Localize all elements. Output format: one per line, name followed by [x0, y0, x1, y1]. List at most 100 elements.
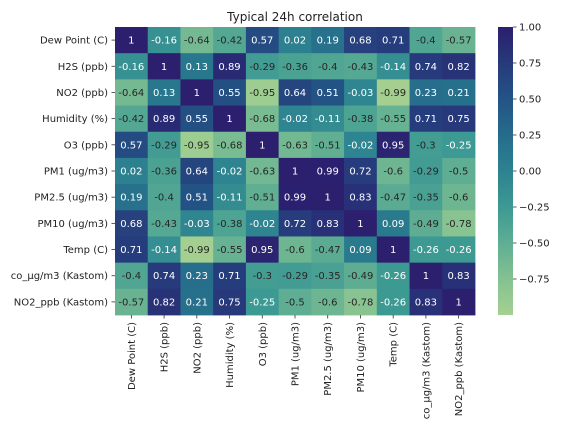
- heatmap-cell: [147, 27, 181, 54]
- heatmap-cell: [115, 131, 149, 159]
- cell-value-label: 0.95: [382, 140, 404, 151]
- heatmap-cell: [442, 288, 476, 316]
- cell-value-label: -0.51: [249, 193, 275, 204]
- cell-value-label: -0.68: [249, 114, 275, 125]
- cell-value-label: 0.09: [349, 245, 371, 256]
- heatmap-cell: [180, 131, 214, 159]
- heatmap-cell: [278, 157, 312, 185]
- heatmap-cell: [180, 157, 214, 185]
- cell-value-label: -0.29: [249, 62, 275, 73]
- heatmap-cell: [147, 105, 181, 133]
- y-tick-label: Dew Point (C): [40, 36, 108, 47]
- cell-value-label: 0.74: [153, 271, 175, 282]
- heatmap-cell: [376, 236, 410, 264]
- colorbar-tick-label: 0.00: [519, 167, 541, 178]
- cell-value-label: 1: [325, 193, 331, 204]
- cell-value-label: 0.74: [415, 62, 437, 73]
- heatmap-cell: [115, 288, 149, 316]
- cell-value-label: 0.89: [153, 114, 175, 125]
- y-tick-label: NO2 (ppb): [56, 88, 108, 99]
- x-tick-label: NO2 (ppb): [192, 322, 203, 374]
- cell-value-label: -0.6: [449, 193, 469, 204]
- cell-value-label: 0.72: [284, 219, 306, 230]
- cell-value-label: -0.6: [318, 297, 338, 308]
- cell-value-label: -0.4: [318, 62, 338, 73]
- x-tick-label: co_µg/m3 (Kastom): [421, 322, 432, 419]
- heatmap-cell: [278, 53, 312, 80]
- heatmap-cells: [115, 27, 476, 316]
- heatmap-cell: [115, 53, 149, 80]
- heatmap-cell: [409, 157, 443, 185]
- heatmap-cell: [344, 262, 378, 290]
- cell-value-label: -0.6: [383, 167, 403, 178]
- y-tick-label: NO2_ppb (Kastom): [14, 297, 108, 308]
- heatmap-cell: [180, 79, 214, 106]
- cell-value-label: -0.55: [380, 114, 406, 125]
- cell-value-label: 0.71: [382, 36, 404, 47]
- cell-value-label: -0.14: [151, 245, 177, 256]
- cell-value-label: 0.19: [317, 36, 339, 47]
- y-tick-label: co_µg/m3 (Kastom): [11, 271, 108, 282]
- cell-value-label: -0.25: [249, 297, 275, 308]
- colorbar-ticks: 1.00 0.75 0.50 0.25 0.00 −0.25 −0.50 −0.75: [513, 23, 550, 286]
- x-tick-label: PM1 (ug/m3): [291, 322, 302, 386]
- heatmap-cell: [180, 236, 214, 264]
- colorbar-tick-label: 1.00: [519, 23, 541, 34]
- cell-value-label: -0.29: [413, 167, 439, 178]
- cell-value-label: -0.42: [118, 114, 144, 125]
- cell-value-label: -0.47: [380, 193, 406, 204]
- heatmap-cell: [311, 157, 345, 185]
- heatmap-cell: [344, 53, 378, 80]
- cell-value-label: 0.13: [153, 88, 175, 99]
- heatmap-cell: [311, 105, 345, 133]
- cell-value-label: 0.83: [317, 219, 339, 230]
- heatmap-cell: [409, 184, 443, 211]
- cell-value-label: -0.16: [151, 36, 177, 47]
- cell-value-label: -0.64: [184, 36, 210, 47]
- x-tick-label: Dew Point (C): [127, 322, 138, 390]
- cell-value-label: -0.29: [282, 271, 308, 282]
- heatmap-cell: [344, 184, 378, 211]
- heatmap-cell: [409, 53, 443, 80]
- cell-value-label: -0.02: [217, 167, 243, 178]
- cell-value-label: -0.51: [315, 140, 341, 151]
- heatmap-cell: [115, 157, 149, 185]
- cell-value-label: -0.14: [380, 62, 406, 73]
- cell-value-label: -0.55: [217, 245, 243, 256]
- chart-title: Typical 24h correlation: [226, 10, 363, 24]
- cell-value-label: 1: [226, 114, 232, 125]
- heatmap-cell: [409, 27, 443, 54]
- cell-value-label: -0.6: [285, 245, 305, 256]
- heatmap-cell: [213, 236, 247, 264]
- y-tick-label: PM10 (ug/m3): [37, 219, 108, 230]
- cell-value-label: -0.63: [249, 167, 275, 178]
- heatmap-cell: [442, 79, 476, 106]
- y-tick-label: H2S (ppb): [58, 62, 108, 73]
- heatmap-cell: [245, 79, 280, 106]
- cell-value-label: -0.26: [380, 297, 406, 308]
- heatmap-cell: [115, 236, 149, 264]
- heatmap-cell: [278, 288, 312, 316]
- heatmap-cell: [245, 53, 280, 80]
- cell-value-label: -0.02: [348, 140, 374, 151]
- heatmap-cell: [278, 79, 312, 106]
- cell-value-label: 0.19: [120, 193, 142, 204]
- colorbar-tick-label: −0.75: [519, 275, 550, 286]
- heatmap-cell: [213, 131, 247, 159]
- heatmap-cell: [245, 131, 280, 159]
- x-axis-tick-labels: Dew Point (C) H2S (ppb) NO2 (ppb) Humidity …: [127, 315, 465, 419]
- heatmap-cell: [180, 210, 214, 237]
- cell-value-label: -0.43: [151, 219, 177, 230]
- heatmap-cell: [278, 210, 312, 237]
- cell-value-label: -0.26: [380, 271, 406, 282]
- cell-value-label: -0.95: [184, 140, 210, 151]
- cell-value-label: -0.36: [151, 167, 177, 178]
- heatmap-cell: [442, 236, 476, 264]
- heatmap-cell: [376, 262, 410, 290]
- heatmap-cell: [376, 210, 410, 237]
- heatmap-cell: [311, 79, 345, 106]
- heatmap-cell: [311, 210, 345, 237]
- cell-value-label: 0.99: [317, 167, 339, 178]
- heatmap-cell: [344, 131, 378, 159]
